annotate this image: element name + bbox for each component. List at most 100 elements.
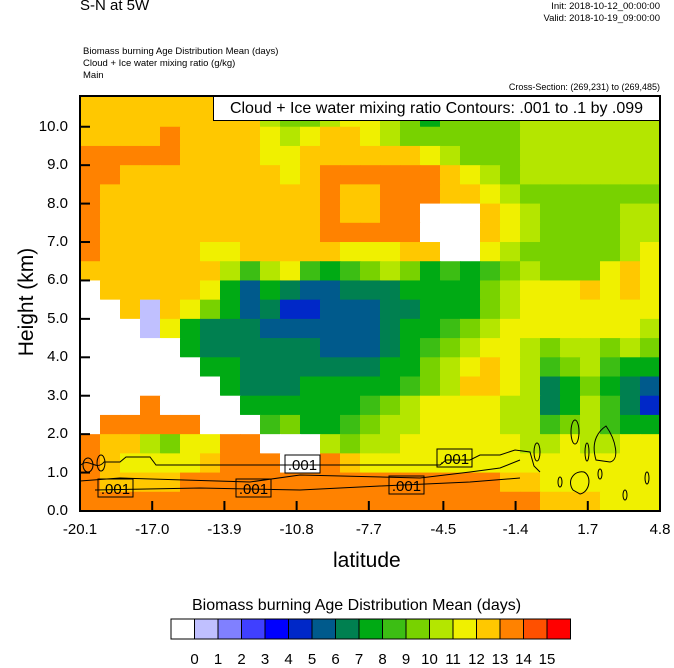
heatmap-cell: [80, 203, 101, 224]
heatmap-cell: [440, 184, 461, 205]
heatmap-cell: [520, 491, 541, 512]
heatmap-cell: [240, 261, 261, 282]
heatmap-cell: [240, 222, 261, 243]
heatmap-cell: [440, 338, 461, 358]
heatmap-cell: [140, 299, 161, 320]
heatmap-cell: [460, 242, 481, 262]
heatmap-cell: [440, 395, 461, 416]
heatmap-cell: [180, 96, 201, 109]
heatmap-cell: [460, 145, 481, 166]
heatmap-cell: [100, 203, 121, 224]
heatmap-cell: [280, 242, 301, 262]
heatmap-cells: [80, 96, 661, 512]
heatmap-cell: [520, 434, 541, 454]
heatmap-cell: [80, 299, 101, 320]
heatmap-cell: [540, 126, 561, 147]
heatmap-cell: [300, 242, 321, 262]
contour-label-box: [388, 475, 425, 495]
heatmap-cell: [580, 261, 601, 282]
heatmap-cell: [480, 299, 501, 320]
heatmap-cell: [540, 491, 561, 512]
heatmap-cell: [180, 472, 201, 493]
cross-section-info: Cross-Section: (269,231) to (269,485): [508, 82, 660, 92]
heatmap-cell: [620, 280, 641, 301]
heatmap-cell: [580, 357, 601, 378]
heatmap-cell: [500, 453, 521, 474]
heatmap-cell: [420, 357, 441, 378]
contour-line: [570, 471, 590, 495]
heatmap-cell: [480, 165, 501, 185]
heatmap-cell: [180, 165, 201, 185]
heatmap-cell: [560, 338, 581, 358]
heatmap-cell: [80, 434, 101, 454]
heatmap-cell: [420, 280, 441, 301]
heatmap-cell: [440, 261, 461, 282]
heatmap-cell: [520, 165, 541, 185]
heatmap-cell: [560, 280, 581, 301]
heatmap-cell: [160, 165, 181, 185]
colorbar-swatch: [170, 618, 195, 640]
heatmap-cell: [600, 453, 621, 474]
heatmap-cell: [280, 261, 301, 282]
heatmap-cell: [540, 318, 561, 339]
heatmap-cell: [80, 107, 101, 128]
heatmap-cell: [500, 338, 521, 358]
heatmap-cell: [580, 318, 601, 339]
heatmap-cell: [200, 299, 221, 320]
heatmap-cell: [540, 203, 561, 224]
heatmap-cell: [260, 453, 281, 474]
heatmap-cell: [640, 222, 661, 243]
heatmap-cell: [560, 126, 581, 147]
heatmap-cell: [460, 453, 481, 474]
heatmap-cell: [520, 376, 541, 397]
heatmap-cell: [420, 491, 441, 512]
heatmap-cell: [200, 434, 221, 454]
contour-line: [79, 449, 541, 473]
heatmap-cell: [480, 338, 501, 358]
colorbar-swatch: [335, 618, 360, 640]
heatmap-cell: [120, 434, 141, 454]
heatmap-cell: [240, 338, 261, 358]
heatmap-cell: [300, 203, 321, 224]
heatmap-cell: [420, 222, 441, 243]
heatmap-cell: [600, 491, 621, 512]
heatmap-cell: [280, 318, 301, 339]
init-time: Init: 2018-10-12_00:00:00: [551, 1, 660, 12]
heatmap-cell: [340, 145, 361, 166]
heatmap-cell: [320, 165, 341, 185]
heatmap-cell: [600, 338, 621, 358]
heatmap-cell: [440, 280, 461, 301]
heatmap-cell: [320, 414, 341, 435]
heatmap-cell: [220, 203, 241, 224]
heatmap-cell: [440, 318, 461, 339]
heatmap-cell: [580, 338, 601, 358]
heatmap-cell: [100, 338, 121, 358]
heatmap-cell: [300, 453, 321, 474]
colorbar-swatch: [311, 618, 336, 640]
heatmap-cell: [400, 453, 421, 474]
heatmap-cell: [560, 222, 581, 243]
heatmap-cell: [640, 472, 661, 493]
heatmap-cell: [340, 299, 361, 320]
heatmap-cell: [180, 145, 201, 166]
heatmap-cell: [320, 261, 341, 282]
heatmap-cell: [440, 376, 461, 397]
heatmap-cell: [520, 299, 541, 320]
heatmap-cell: [280, 126, 301, 147]
contour-legend: Cloud + Ice water mixing ratio Contours:…: [213, 96, 660, 121]
heatmap-cell: [180, 491, 201, 512]
heatmap-cell: [400, 376, 421, 397]
y-tick-label: 9.0: [47, 156, 68, 174]
heatmap-cell: [180, 318, 201, 339]
heatmap-cell: [560, 203, 581, 224]
heatmap-cell: [500, 165, 521, 185]
heatmap-cell: [600, 165, 621, 185]
contour-line: [94, 477, 521, 491]
heatmap-cell: [420, 165, 441, 185]
heatmap-cell: [480, 414, 501, 435]
subtitle-field1: Biomass burning Age Distribution Mean (d…: [83, 46, 279, 57]
heatmap-cell: [260, 472, 281, 493]
heatmap-cell: [400, 222, 421, 243]
heatmap-cell: [300, 434, 321, 454]
heatmap-cell: [440, 145, 461, 166]
